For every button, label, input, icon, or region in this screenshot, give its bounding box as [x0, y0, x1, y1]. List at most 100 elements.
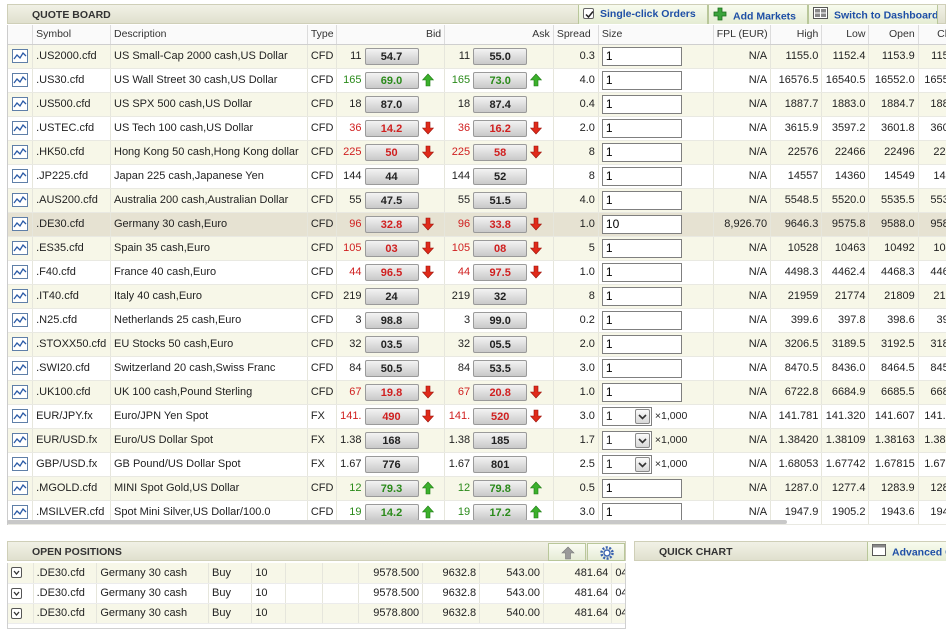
chart-icon[interactable]	[12, 457, 29, 471]
size-input[interactable]	[601, 94, 682, 114]
size-select[interactable]: 1	[601, 430, 652, 450]
bid-price-button[interactable]: 19.8	[364, 383, 419, 401]
horizontal-scrollbar[interactable]	[7, 520, 787, 524]
chevron-down-icon[interactable]	[634, 432, 650, 448]
quote-row[interactable]: .N25.cfd Netherlands 25 cash,Euro CFD 3 98.8…	[8, 308, 946, 333]
ask-price-button[interactable]: 16.2	[473, 119, 528, 137]
quote-row[interactable]: .SWI20.cfd Switzerland 20 cash,Swiss Fran…	[8, 356, 946, 381]
bid-price-button[interactable]: 14.2	[364, 119, 419, 137]
chart-icon[interactable]	[12, 121, 29, 135]
col-size[interactable]: Size	[598, 25, 714, 45]
quote-row[interactable]: .AUS200.cfd Australia 200 cash,Australian…	[8, 188, 946, 213]
expand-icon[interactable]	[11, 567, 22, 579]
chart-icon[interactable]	[12, 361, 29, 375]
ask-price-button[interactable]: 185	[473, 431, 528, 449]
position-row[interactable]: .DE30.cfd Germany 30 cash Buy 10 9578.800 963…	[8, 603, 625, 624]
bid-price-button[interactable]: 69.0	[364, 71, 419, 89]
settings-button[interactable]	[587, 543, 625, 561]
ask-price-button[interactable]: 97.5	[473, 263, 528, 281]
bid-price-button[interactable]: 44	[364, 167, 419, 185]
size-select[interactable]: 1	[601, 454, 652, 474]
bid-price-button[interactable]: 168	[364, 431, 419, 449]
size-input[interactable]	[601, 238, 682, 258]
symbol-cell[interactable]: .SWI20.cfd	[32, 356, 111, 381]
size-input[interactable]	[601, 358, 682, 378]
col-high[interactable]: High	[770, 25, 823, 45]
quote-row[interactable]: .US500.cfd US SPX 500 cash,US Dollar CFD 18…	[8, 92, 946, 117]
symbol-cell[interactable]: .MGOLD.cfd	[32, 476, 111, 501]
col-bid[interactable]: Bid	[336, 25, 446, 45]
quote-row[interactable]: EUR/USD.fx Euro/US Dollar Spot FX 1.38 168 1.…	[8, 428, 946, 453]
ask-price-button[interactable]: 520	[473, 407, 528, 425]
quote-row[interactable]: .JP225.cfd Japan 225 cash,Japanese Yen CFD…	[8, 164, 946, 189]
open-positions-table-wrap[interactable]: .DE30.cfd Germany 30 cash Buy 10 9578.500 963…	[7, 563, 626, 629]
ask-price-button[interactable]: 51.5	[473, 191, 528, 209]
col-symbol[interactable]: Symbol	[32, 25, 111, 45]
symbol-cell[interactable]: .US30.cfd	[32, 68, 111, 93]
size-input[interactable]	[601, 190, 682, 210]
quote-board-table-wrap[interactable]: Symbol Description Type Bid Ask Spread S…	[7, 25, 946, 525]
ask-price-button[interactable]: 08	[473, 239, 528, 257]
col-open[interactable]: Open	[868, 25, 919, 45]
symbol-cell[interactable]: .ES35.cfd	[32, 236, 111, 261]
chart-icon[interactable]	[12, 97, 29, 111]
position-row[interactable]: .DE30.cfd Germany 30 cash Buy 10 9578.500 963…	[8, 563, 625, 584]
advanced-chart-button[interactable]: Advanced C	[867, 542, 946, 561]
add-markets-button[interactable]: Add Markets	[708, 5, 808, 24]
chart-icon[interactable]	[12, 409, 29, 423]
size-select[interactable]: 1	[601, 406, 652, 426]
expand-icon[interactable]	[11, 587, 22, 599]
col-fpl[interactable]: FPL (EUR)	[713, 25, 772, 45]
ask-price-button[interactable]: 87.4	[473, 95, 528, 113]
symbol-cell[interactable]: .N25.cfd	[32, 308, 111, 333]
ask-price-button[interactable]: 801	[473, 455, 528, 473]
chart-icon[interactable]	[12, 193, 29, 207]
size-input[interactable]	[601, 286, 682, 306]
chart-icon[interactable]	[12, 433, 29, 447]
size-input[interactable]	[601, 382, 682, 402]
col-description[interactable]: Description	[110, 25, 308, 45]
chart-icon[interactable]	[12, 73, 29, 87]
symbol-cell[interactable]: GBP/USD.fx	[32, 452, 111, 477]
quote-row[interactable]: .HK50.cfd Hong Kong 50 cash,Hong Kong dol…	[8, 140, 946, 165]
switch-dashboard-button[interactable]: Switch to Dashboard	[808, 5, 938, 24]
chart-icon[interactable]	[12, 337, 29, 351]
expand-icon[interactable]	[11, 607, 22, 619]
bid-price-button[interactable]: 47.5	[364, 191, 419, 209]
ask-price-button[interactable]: 53.5	[473, 359, 528, 377]
size-input[interactable]	[601, 166, 682, 186]
quote-row[interactable]: .F40.cfd France 40 cash,Euro CFD 44 96.5 44 97…	[8, 260, 946, 285]
symbol-cell[interactable]: .AUS200.cfd	[32, 188, 111, 213]
chart-icon[interactable]	[12, 505, 29, 519]
bid-price-button[interactable]: 14.2	[364, 503, 419, 521]
chart-icon[interactable]	[12, 313, 29, 327]
quote-row[interactable]: .DE30.cfd Germany 30 cash,Euro CFD 96 32.8 96…	[8, 212, 946, 237]
quote-row[interactable]: .ES35.cfd Spain 35 cash,Euro CFD 105 03 105 08…	[8, 236, 946, 261]
ask-price-button[interactable]: 58	[473, 143, 528, 161]
checkbox-icon[interactable]	[583, 7, 594, 19]
ask-price-button[interactable]: 05.5	[473, 335, 528, 353]
symbol-cell[interactable]: .US500.cfd	[32, 92, 111, 117]
bid-price-button[interactable]: 50.5	[364, 359, 419, 377]
symbol-cell[interactable]: .US2000.cfd	[32, 44, 111, 69]
size-input[interactable]	[601, 142, 682, 162]
bid-price-button[interactable]: 03	[364, 239, 419, 257]
quote-row[interactable]: .IT40.cfd Italy 40 cash,Euro CFD 219 24 219 32…	[8, 284, 946, 309]
ask-price-button[interactable]: 73.0	[473, 71, 528, 89]
chart-icon[interactable]	[12, 217, 29, 231]
chart-icon[interactable]	[12, 289, 29, 303]
bid-price-button[interactable]: 776	[364, 455, 419, 473]
bid-price-button[interactable]: 54.7	[364, 47, 419, 65]
quote-row[interactable]: .US2000.cfd US Small-Cap 2000 cash,US Dol…	[8, 44, 946, 69]
size-input[interactable]	[601, 70, 682, 90]
ask-price-button[interactable]: 32	[473, 287, 528, 305]
quote-row[interactable]: .MGOLD.cfd MINI Spot Gold,US Dollar CFD 12 7…	[8, 476, 946, 501]
ask-price-button[interactable]: 79.8	[473, 479, 528, 497]
symbol-cell[interactable]: EUR/USD.fx	[32, 428, 111, 453]
symbol-cell[interactable]: .HK50.cfd	[32, 140, 111, 165]
symbol-cell[interactable]: .DE30.cfd	[32, 212, 111, 237]
size-input[interactable]	[601, 214, 682, 234]
bid-price-button[interactable]: 03.5	[364, 335, 419, 353]
bid-price-button[interactable]: 490	[364, 407, 419, 425]
symbol-cell[interactable]: .IT40.cfd	[32, 284, 111, 309]
